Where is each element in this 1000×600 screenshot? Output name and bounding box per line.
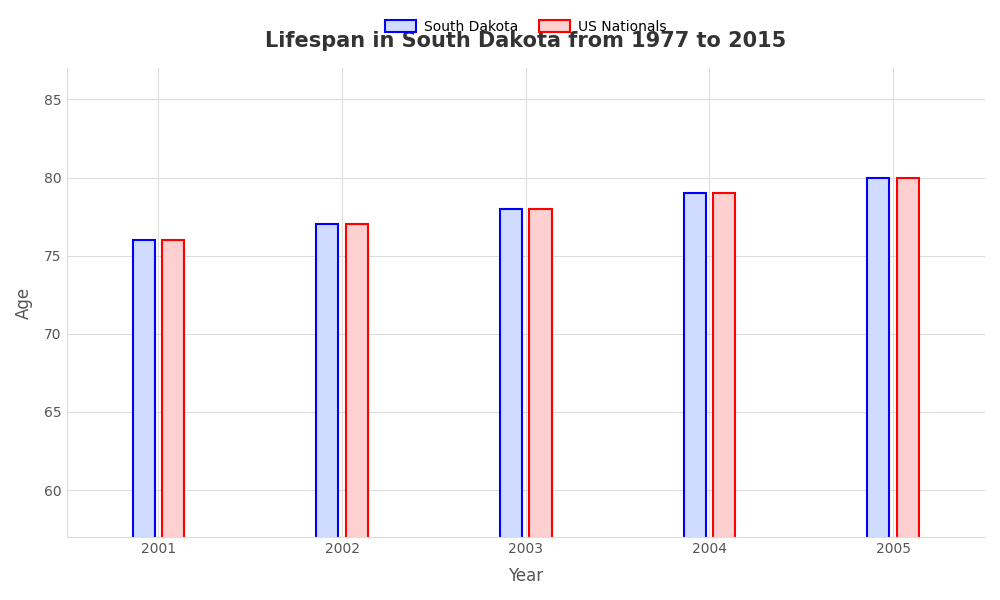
Bar (316, 224, 338, 600)
Bar (133, 240, 155, 600)
Bar (684, 193, 706, 600)
Bar (529, 209, 552, 600)
X-axis label: Year: Year (508, 567, 543, 585)
Legend: South Dakota, US Nationals: South Dakota, US Nationals (380, 14, 672, 39)
Bar (713, 193, 735, 600)
Bar (897, 178, 919, 600)
Bar (867, 178, 889, 600)
Bar (346, 224, 368, 600)
Title: Lifespan in South Dakota from 1977 to 2015: Lifespan in South Dakota from 1977 to 20… (265, 31, 786, 51)
Bar (162, 240, 184, 600)
Bar (500, 209, 522, 600)
Y-axis label: Age: Age (15, 287, 33, 319)
